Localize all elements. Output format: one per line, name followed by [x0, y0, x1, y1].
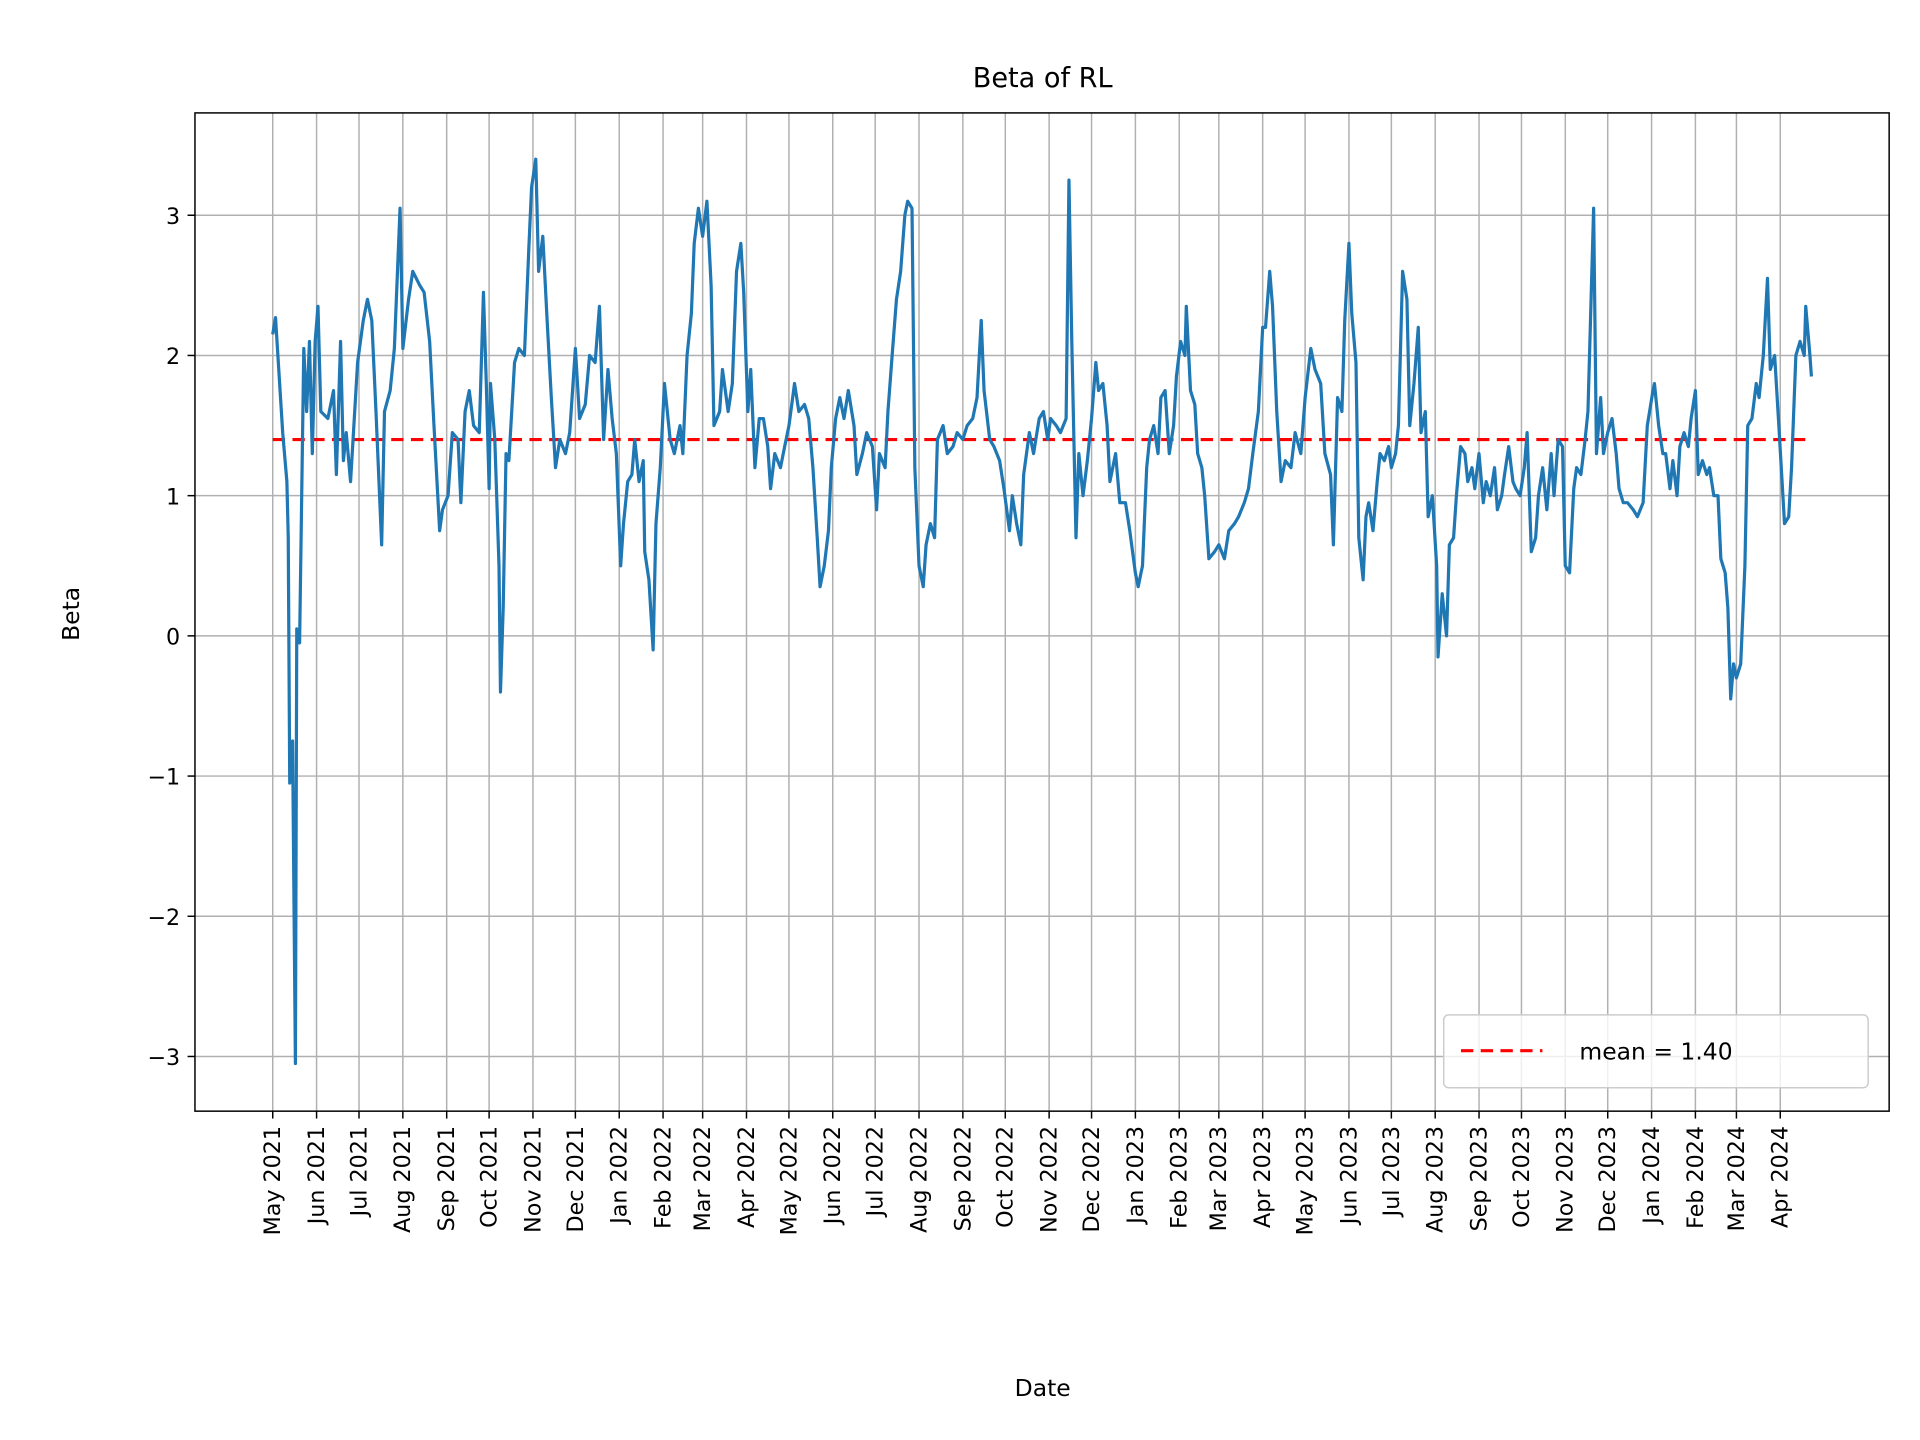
x-tick-label: Jan 2024 [1639, 1126, 1665, 1226]
x-tick-label: Jan 2022 [607, 1126, 633, 1226]
x-tick-label: Jan 2023 [1123, 1126, 1149, 1226]
legend-mean-label: mean = 1.40 [1579, 1037, 1732, 1065]
x-tick-label: Oct 2023 [1509, 1126, 1535, 1228]
plot-frame [194, 112, 1890, 1112]
y-axis: −3 −2 −1 0 1 2 3 [147, 204, 195, 1071]
y-tick-label: 0 [166, 625, 180, 651]
x-tick-label: Dec 2023 [1595, 1126, 1621, 1233]
x-tick-label: Jun 2023 [1336, 1126, 1362, 1226]
x-axis: May 2021 Jun 2021 Jul 2021 Aug 2021 Sep 2021… [260, 1111, 1794, 1235]
legend-box [1442, 1014, 1869, 1089]
x-tick-label: Dec 2022 [1079, 1126, 1105, 1233]
x-tick-label: Dec 2021 [563, 1126, 589, 1233]
x-tick-label: Nov 2021 [520, 1126, 546, 1233]
x-tick-label: Jun 2022 [820, 1126, 846, 1226]
x-tick-label: Oct 2021 [477, 1126, 503, 1228]
x-tick-label: Mar 2022 [690, 1126, 716, 1231]
legend: mean = 1.40 [1442, 1014, 1869, 1089]
x-tick-label: Aug 2022 [906, 1126, 932, 1233]
x-tick-label: Jul 2021 [346, 1126, 372, 1218]
x-tick-label: Apr 2023 [1250, 1126, 1276, 1228]
x-tick-label: Nov 2023 [1553, 1126, 1579, 1233]
x-tick-label: Apr 2024 [1768, 1126, 1794, 1228]
x-tick-label: Feb 2022 [650, 1126, 676, 1229]
x-tick-label: Sep 2023 [1466, 1126, 1492, 1231]
x-tick-label: Jun 2021 [304, 1126, 330, 1226]
y-axis-label: Beta [57, 587, 85, 641]
x-tick-label: Sep 2021 [434, 1126, 460, 1231]
x-tick-label: Aug 2023 [1423, 1126, 1449, 1233]
x-tick-label: Apr 2022 [734, 1126, 760, 1228]
y-tick-label: −1 [147, 765, 180, 791]
grid [194, 112, 1890, 1112]
y-tick-label: 2 [166, 344, 180, 370]
x-tick-label: May 2023 [1292, 1126, 1318, 1235]
beta-series-line [271, 157, 1814, 1066]
x-tick-label: May 2022 [776, 1126, 802, 1235]
x-tick-label: Aug 2021 [390, 1126, 416, 1233]
chart-title: Beta of RL [973, 63, 1113, 94]
x-tick-label: Nov 2022 [1037, 1126, 1063, 1233]
x-tick-label: Sep 2022 [950, 1126, 976, 1231]
y-tick-label: −2 [147, 905, 180, 931]
y-tick-label: −3 [147, 1045, 180, 1071]
y-tick-label: 3 [166, 204, 180, 230]
x-tick-label: Oct 2022 [993, 1126, 1019, 1228]
y-tick-label: 1 [166, 484, 180, 510]
x-tick-label: Jul 2023 [1379, 1126, 1405, 1218]
x-tick-label: May 2021 [260, 1126, 286, 1235]
x-tick-label: Feb 2024 [1683, 1126, 1709, 1229]
x-axis-label: Date [1015, 1374, 1071, 1402]
x-tick-label: Feb 2023 [1167, 1126, 1193, 1229]
x-tick-label: Mar 2024 [1724, 1126, 1750, 1231]
x-tick-label: Jul 2022 [863, 1126, 889, 1218]
x-tick-label: Mar 2023 [1206, 1126, 1232, 1231]
